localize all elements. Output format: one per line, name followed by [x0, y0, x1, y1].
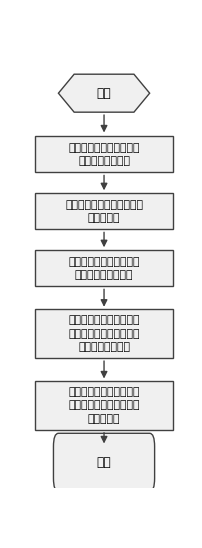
FancyBboxPatch shape: [53, 433, 154, 492]
Text: 模型分解，获得小规模微分
代数方程组: 模型分解，获得小规模微分 代数方程组: [65, 199, 142, 223]
Bar: [35, 136, 173, 172]
Bar: [35, 193, 173, 229]
Polygon shape: [58, 74, 149, 112]
Text: 结束: 结束: [96, 456, 111, 469]
Bar: [35, 381, 173, 430]
Text: 利用多核并行求解方法求
解该微分方程组获得分子
量分布曲线: 利用多核并行求解方法求 解该微分方程组获得分子 量分布曲线: [68, 387, 139, 424]
Bar: [35, 310, 173, 358]
Text: 建立自由基聚合反应大规
模微分代数方程组: 建立自由基聚合反应大规 模微分代数方程组: [68, 143, 139, 166]
Text: 开始: 开始: [96, 87, 111, 100]
Text: 将代数变量的值代入原大
规模微分代数方程组获得
大规模微分方程组: 将代数变量的值代入原大 规模微分代数方程组获得 大规模微分方程组: [68, 316, 139, 352]
Bar: [35, 250, 173, 286]
Text: 求解小规模微分代数方程
组获得代数变量的值: 求解小规模微分代数方程 组获得代数变量的值: [68, 256, 139, 280]
